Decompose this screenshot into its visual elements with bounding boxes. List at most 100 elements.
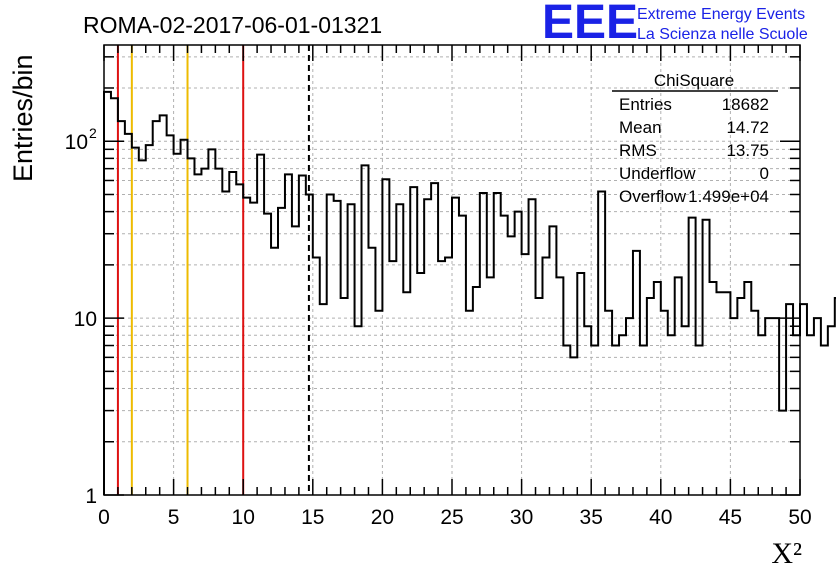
histogram-bin (661, 311, 668, 495)
histogram-bin (522, 254, 529, 495)
histogram-bin (125, 134, 132, 495)
histogram-bin (327, 194, 334, 495)
histogram-bin (536, 298, 543, 495)
histogram-bin (292, 226, 299, 495)
histogram-bin (139, 160, 146, 495)
axis-ticks (103, 45, 801, 496)
histogram-bin (591, 346, 598, 495)
histogram-bin (598, 191, 605, 495)
histogram-bin (194, 174, 201, 495)
stats-value: 14.72 (726, 118, 769, 137)
x-axis-label: X² (771, 537, 802, 570)
histogram-outline (103, 90, 836, 495)
histogram-bin (723, 292, 730, 495)
histogram-bin (689, 218, 696, 495)
logo-line-1: Extreme Energy Events (637, 6, 805, 23)
stats-label: RMS (619, 141, 657, 160)
histogram-bin (431, 183, 438, 495)
histogram-bin (716, 292, 723, 495)
histogram-bin (250, 203, 257, 495)
stats-box: ChiSquare Entries 18682 Mean 14.72 RMS 13.75 U… (612, 71, 778, 206)
histogram-bin (779, 411, 786, 495)
stats-label: Entries (619, 95, 672, 114)
histogram-bin (758, 335, 765, 495)
histogram-bin (348, 204, 355, 495)
histogram-bin (153, 121, 160, 495)
histogram-bin (508, 236, 515, 495)
histogram-bin (201, 169, 208, 495)
histogram-bin (445, 258, 452, 495)
histogram-bin (229, 172, 236, 495)
histogram-bin (730, 318, 737, 495)
histogram-bin (814, 318, 821, 495)
chart-title: ROMA-02-2017-06-01-01321 (83, 12, 382, 38)
histogram-bin (828, 326, 835, 495)
histogram-bin (675, 277, 682, 495)
stats-value: 0 (760, 164, 769, 183)
histogram-bin (278, 208, 285, 495)
x-tick-label: 15 (301, 506, 324, 529)
histogram-bin (236, 184, 243, 495)
histogram-bin (104, 92, 111, 495)
histogram-bin (243, 198, 250, 495)
logo-line-2: La Scienza nelle Scuole (637, 26, 808, 43)
histogram-bin (751, 311, 758, 495)
y-tick-exponent: 2 (89, 125, 97, 141)
histogram-bin (264, 214, 271, 495)
histogram-bin (132, 148, 139, 495)
y-tick-label: 10 (65, 131, 88, 154)
histogram-bin (494, 193, 501, 495)
histogram-bin (313, 258, 320, 495)
histogram-bin (487, 277, 494, 495)
histogram-bin (556, 277, 563, 495)
x-tick-label: 5 (168, 506, 180, 529)
y-axis-label: Entries/bin (8, 54, 38, 182)
histogram-bin (466, 311, 473, 495)
histogram-bin (459, 216, 466, 495)
histogram-bin (612, 346, 619, 495)
stats-label: Mean (619, 118, 662, 137)
x-tick-label: 25 (440, 506, 463, 529)
eee-logo: EEE Extreme Energy Events La Scienza nel… (542, 0, 808, 49)
x-tick-label: 45 (719, 506, 742, 529)
histogram-bin (146, 145, 153, 495)
histogram-bin (633, 251, 640, 495)
histogram-bin (438, 261, 445, 495)
x-tick-label: 10 (232, 506, 255, 529)
histogram-bin (668, 335, 675, 495)
x-tick-label: 20 (371, 506, 394, 529)
histogram-bin (118, 121, 125, 495)
stats-label: Overflow (619, 187, 687, 206)
histogram-bin (403, 292, 410, 495)
x-tick-label: 50 (788, 506, 811, 529)
histogram-bin (793, 335, 800, 495)
histogram-bin (577, 273, 584, 495)
stats-value: 18682 (722, 95, 769, 114)
y-tick-label: 10 (74, 308, 97, 331)
histogram-bin (515, 212, 522, 495)
histogram-bin (396, 204, 403, 495)
histogram-bin (807, 335, 814, 495)
histogram-bin (765, 318, 772, 495)
histogram-bin (208, 149, 215, 495)
histogram-bin (501, 216, 508, 495)
x-tick-label: 35 (580, 506, 603, 529)
x-tick-label: 30 (510, 506, 533, 529)
histogram-bin (786, 304, 793, 495)
histogram-bin (549, 226, 556, 495)
histogram-bin (647, 298, 654, 495)
histogram-bin (320, 304, 327, 495)
stats-label: Underflow (619, 164, 696, 183)
histogram-bin (542, 258, 549, 495)
x-tick-label: 0 (98, 506, 110, 529)
histogram-bin (800, 304, 807, 495)
histogram-bin (772, 318, 779, 495)
histogram-bin (167, 135, 174, 495)
histogram-bin (285, 174, 292, 495)
histogram-bin (737, 298, 744, 495)
histogram-bin (375, 311, 382, 495)
histogram-bin (389, 261, 396, 495)
histogram-bin (362, 165, 369, 495)
